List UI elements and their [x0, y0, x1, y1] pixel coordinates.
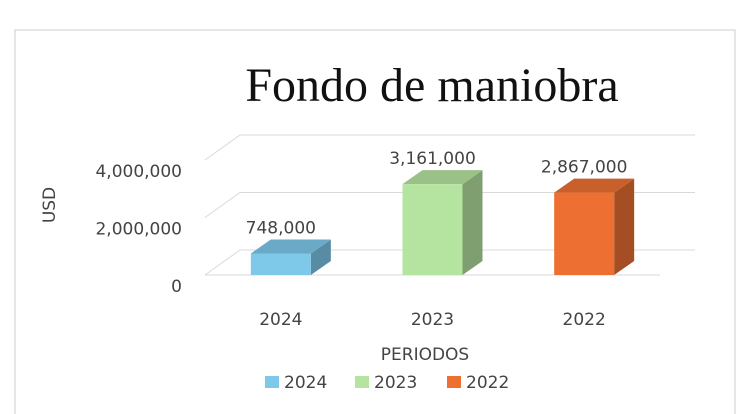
legend-swatch [447, 376, 461, 388]
bar [402, 184, 463, 275]
bar-top [554, 178, 635, 193]
x-tick-label: 2022 [563, 310, 606, 330]
legend-swatch [355, 376, 369, 388]
bar-top [250, 239, 331, 254]
legend-label: 2023 [374, 373, 417, 393]
y-tick-label: 4,000,000 [95, 162, 182, 182]
bar-side [462, 170, 483, 275]
bar-side [310, 239, 331, 275]
bar [250, 253, 311, 275]
value-label: 3,161,000 [389, 149, 476, 169]
value-label: 748,000 [246, 218, 316, 238]
bar-top [402, 170, 483, 185]
value-label: 2,867,000 [541, 158, 628, 178]
grid-line [204, 192, 695, 218]
y-axis-label: USD [40, 187, 60, 223]
chart-title: Fondo de maniobra [245, 59, 618, 112]
x-axis-label: PERIODOS [381, 345, 469, 365]
bar [554, 192, 615, 275]
grid-line [204, 134, 695, 161]
x-tick-label: 2023 [411, 310, 454, 330]
y-tick-label: 0 [171, 277, 182, 297]
x-tick-label: 2024 [259, 310, 302, 330]
legend-label: 2024 [284, 373, 327, 393]
legend-label: 2022 [466, 373, 509, 393]
grid-line [204, 249, 695, 276]
legend-swatch [265, 376, 279, 388]
bar-side [614, 178, 635, 275]
y-tick-label: 2,000,000 [95, 220, 182, 240]
